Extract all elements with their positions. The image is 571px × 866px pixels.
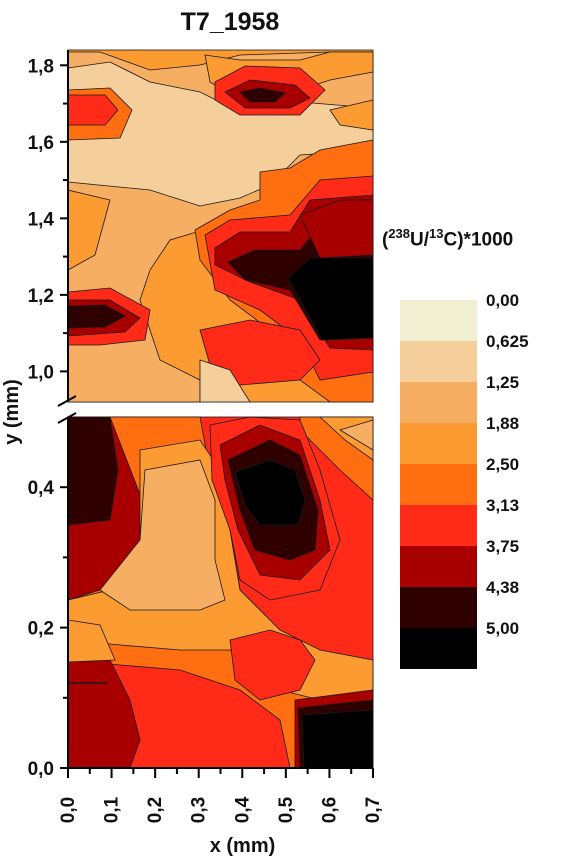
lower-panel (67, 416, 374, 769)
x-tick-label: 0,0 (58, 797, 79, 823)
colorbar-title: (238U/13C)*1000 (382, 226, 514, 251)
colorbar-level-label: 5,00 (486, 619, 520, 638)
x-tick-label: 0,7 (363, 797, 384, 823)
y-tick-label: 1,6 (28, 133, 54, 154)
axes: 0,0 0,1 0,2 0,3 0,4 0,5 0,6 0,7 1,0 1,2 1,4 1,6 1,8 0… (1, 50, 384, 857)
colorbar-swatch (400, 505, 477, 546)
colorbar-swatch (400, 587, 477, 628)
colorbar (400, 300, 477, 669)
x-tick-label: 0,4 (232, 796, 253, 823)
axis-break-gap (40, 404, 375, 415)
colorbar-swatch (400, 341, 477, 382)
colorbar-swatch (400, 464, 477, 505)
y-tick-label: 1,4 (28, 209, 55, 230)
x-tick-label: 0,5 (276, 796, 297, 823)
y-axis-label: y (mm) (1, 379, 23, 445)
contour-region-lower (234, 459, 306, 526)
colorbar-level-label: 1,88 (486, 414, 520, 433)
colorbar-swatch (400, 628, 477, 669)
x-tick-label: 0,2 (145, 797, 166, 823)
chart-title: T7_1958 (180, 8, 280, 36)
x-axis-label: x (mm) (210, 835, 276, 857)
y-tick-label: 1,8 (28, 56, 54, 77)
colorbar-swatch (400, 423, 477, 464)
contour-region-lower (67, 416, 119, 526)
contour-region-lower (99, 459, 226, 611)
y-tick-label: 0,0 (28, 759, 54, 780)
contour-region-upper (299, 199, 374, 259)
x-tick-label: 0,1 (102, 796, 123, 823)
contour-region-lower (229, 629, 316, 701)
colorbar-swatch (400, 300, 477, 341)
colorbar-swatch (400, 382, 477, 423)
y-tick-label: 0,4 (28, 478, 55, 499)
contour-region-lower (339, 419, 374, 451)
x-tick-label: 0,3 (189, 797, 210, 823)
y-tick-label: 1,0 (28, 362, 54, 383)
upper-panel (67, 49, 374, 403)
contour-region-lower (301, 709, 374, 769)
colorbar-level-label: 1,25 (486, 373, 520, 392)
y-tick-label: 0,2 (28, 619, 54, 640)
contour-region-upper (287, 257, 374, 341)
y-tick-label: 1,2 (28, 286, 54, 307)
x-tick-label: 0,6 (319, 797, 340, 823)
contour-region-upper (199, 359, 251, 403)
contour-region-upper (329, 99, 374, 131)
axis-break-mark (57, 412, 77, 424)
colorbar-level-label: 3,75 (486, 537, 520, 556)
contour-region-upper (239, 87, 286, 103)
colorbar-level-label: 0,625 (486, 332, 529, 351)
colorbar-level-label: 3,13 (486, 496, 520, 515)
colorbar-level-label: 4,38 (486, 578, 520, 597)
colorbar-swatch (400, 546, 477, 587)
axis-break-mark (57, 395, 77, 407)
colorbar-level-label: 2,50 (486, 455, 520, 474)
colorbar-level-label: 0,00 (486, 291, 520, 310)
